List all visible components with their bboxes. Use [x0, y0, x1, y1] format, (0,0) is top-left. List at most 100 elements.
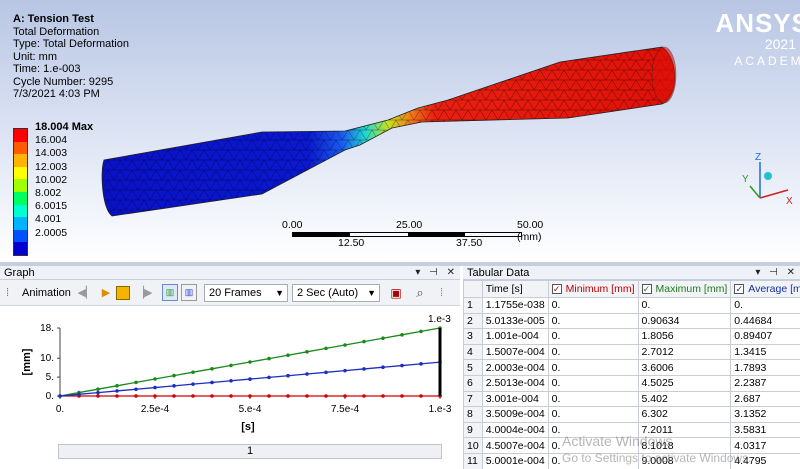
- data-point: [77, 392, 81, 397]
- minimum-cell: 0.: [547, 297, 639, 314]
- table-row[interactable]: 2 5.0133e-005 0. 0.90634 0.44684: [463, 312, 800, 330]
- step-forward-icon[interactable]: ▕▶: [135, 287, 153, 299]
- average-header-label: Average [mm: [748, 283, 800, 295]
- stop-icon[interactable]: [116, 286, 130, 300]
- average-cell: 1.7893: [730, 359, 800, 376]
- graph-pane-controls[interactable]: ▾ ⊣ ✕: [415, 267, 458, 278]
- data-point: [324, 370, 328, 375]
- toolbar-grip: ⁞: [6, 287, 10, 299]
- legend-label: 10.002: [35, 173, 68, 186]
- row-number-cell: 3: [463, 328, 483, 345]
- minimum-column-header[interactable]: ✓ Minimum [mm]: [547, 280, 639, 298]
- axis-triad[interactable]: Z Y X: [738, 150, 798, 210]
- x-tick-label: 7.5e-4: [331, 404, 360, 415]
- table-row[interactable]: 1 1.1755e-038 0. 0. 0.: [463, 297, 800, 314]
- data-point: [419, 329, 423, 334]
- maximum-cell: 5.402: [637, 390, 732, 408]
- result-title: A: Tension Test: [13, 13, 94, 25]
- data-point: [134, 380, 138, 385]
- animation-label: Animation: [22, 287, 71, 299]
- table-row[interactable]: 7 3.001e-004 0. 5.402 2.687: [463, 390, 800, 408]
- table-header-row: Time [s] ✓ Minimum [mm] ✓ Maximum [mm] ✓ Av…: [463, 280, 800, 298]
- data-point: [115, 389, 119, 393]
- minimum-cell: 0.: [547, 312, 639, 330]
- frames-select[interactable]: 20 Frames ▼: [204, 284, 288, 302]
- tabular-title: Tabular Data: [467, 267, 530, 279]
- timeline-value: 1: [246, 445, 254, 457]
- panel-divider[interactable]: [0, 262, 800, 266]
- data-point: [305, 372, 309, 376]
- minimum-cell: 0.: [547, 359, 639, 376]
- x-tick-label: 1.e-3: [429, 404, 452, 415]
- time-cell: 1.5007e-004: [481, 343, 549, 361]
- row-number-cell: 10: [463, 437, 483, 454]
- tabular-pane-controls[interactable]: ▾ ⊣ ✕: [755, 267, 798, 278]
- data-point: [381, 336, 385, 341]
- time-cell: 3.001e-004: [481, 390, 549, 408]
- checkbox-checked-icon[interactable]: ✓: [641, 284, 652, 294]
- row-number-cell: 9: [463, 421, 483, 439]
- scale-label: 12.50: [338, 237, 365, 249]
- data-point: [400, 333, 404, 337]
- legend-color-bar: [13, 128, 28, 256]
- maximum-cell: 1.8056: [637, 328, 732, 345]
- maximum-column-header[interactable]: ✓ Maximum [mm]: [637, 280, 732, 298]
- data-point: [248, 377, 252, 381]
- legend-label: 12.003: [35, 160, 68, 173]
- graph-panel: Graph ▾ ⊣ ✕ ⁞ Animation ◀▏ ▶ ▕▶ ▥ ▥ 20 F…: [0, 266, 460, 469]
- legend-max-label: 18.004 Max: [35, 121, 94, 133]
- data-point: [96, 390, 100, 395]
- average-column-header[interactable]: ✓Average [mm: [730, 280, 800, 298]
- result-info: A: Tension Test Total Deformation Type: …: [13, 13, 129, 101]
- time-cell: 4.0004e-004: [481, 421, 549, 439]
- ansys-logo: ANSYS 2021 R ACADEMI: [715, 10, 800, 70]
- toolbar-overflow-icon[interactable]: ⁞: [440, 287, 444, 299]
- table-row[interactable]: 3 1.001e-004 0. 1.8056 0.89407: [463, 328, 800, 345]
- table-row[interactable]: 4 1.5007e-004 0. 2.7012 1.3415: [463, 343, 800, 361]
- zoom-icon[interactable]: ⌕: [416, 284, 424, 300]
- duration-select[interactable]: 2 Sec (Auto) ▼: [292, 284, 380, 302]
- export-video-icon[interactable]: ▣: [390, 285, 402, 300]
- data-point: [419, 394, 423, 398]
- row-number-cell: 7: [463, 390, 483, 408]
- average-cell: 3.5831: [730, 421, 800, 439]
- y-tick-label: 18.: [40, 323, 54, 334]
- deformation-chart[interactable]: 0. 5. 10. 18. 0. 2.5e-4 5.e-4 7.5e-4 1.e-3 [s] [mm…: [0, 306, 460, 446]
- time-cell: 2.5013e-004: [481, 374, 549, 392]
- distributed-frames-icon[interactable]: ▥: [162, 284, 178, 301]
- duration-value: 2 Sec (Auto): [297, 287, 359, 299]
- row-number-cell: 4: [463, 343, 483, 361]
- tabular-table-wrap[interactable]: Time [s] ✓ Minimum [mm] ✓ Maximum [mm] ✓ Av…: [463, 280, 800, 469]
- animation-timeline-bar[interactable]: 1: [58, 444, 442, 459]
- checkbox-checked-icon[interactable]: ✓: [734, 284, 745, 294]
- minimum-header-label: Minimum [mm]: [565, 283, 635, 295]
- table-row[interactable]: 5 2.0003e-004 0. 3.6006 1.7893: [463, 359, 800, 376]
- y-tick-label: 0.: [46, 391, 54, 402]
- table-row[interactable]: 8 3.5009e-004 0. 6.302 3.1352: [463, 406, 800, 423]
- model-viewport[interactable]: A: Tension Test Total Deformation Type: …: [0, 0, 800, 262]
- data-point: [343, 343, 347, 347]
- result-frames-icon[interactable]: ▥: [181, 284, 197, 301]
- animation-toolbar: ⁞ Animation ◀▏ ▶ ▕▶ ▥ ▥ 20 Frames ▼ 2 Se…: [0, 280, 460, 306]
- average-cell: 1.3415: [730, 343, 800, 361]
- time-column-header[interactable]: Time [s]: [481, 280, 549, 298]
- chevron-down-icon: ▼: [275, 288, 284, 298]
- table-row[interactable]: 6 2.5013e-004 0. 4.5025 2.2387: [463, 374, 800, 392]
- legend-color-band: [14, 141, 27, 155]
- data-point: [210, 394, 214, 398]
- data-point: [324, 394, 328, 398]
- step-back-icon[interactable]: ◀▏: [77, 287, 95, 299]
- table-row[interactable]: 10 4.5007e-004 0. 8.1018 4.0317: [463, 437, 800, 454]
- data-point: [134, 394, 138, 398]
- specimen-end-face: [651, 46, 677, 104]
- checkbox-checked-icon[interactable]: ✓: [551, 284, 562, 294]
- play-icon[interactable]: ▶: [101, 287, 111, 299]
- logo-edition: ACADEMI: [734, 54, 800, 68]
- triad-z-label: Z: [755, 152, 761, 163]
- table-row[interactable]: 9 4.0004e-004 0. 7.2011 3.5831: [463, 421, 800, 439]
- legend-labels: 18.004 Max 16.004 14.003 12.003 10.002 8…: [35, 121, 125, 240]
- minimum-cell: 0.: [547, 328, 639, 345]
- legend-color-band: [14, 129, 27, 142]
- frames-value: 20 Frames: [209, 287, 262, 299]
- specimen-model[interactable]: [0, 0, 800, 262]
